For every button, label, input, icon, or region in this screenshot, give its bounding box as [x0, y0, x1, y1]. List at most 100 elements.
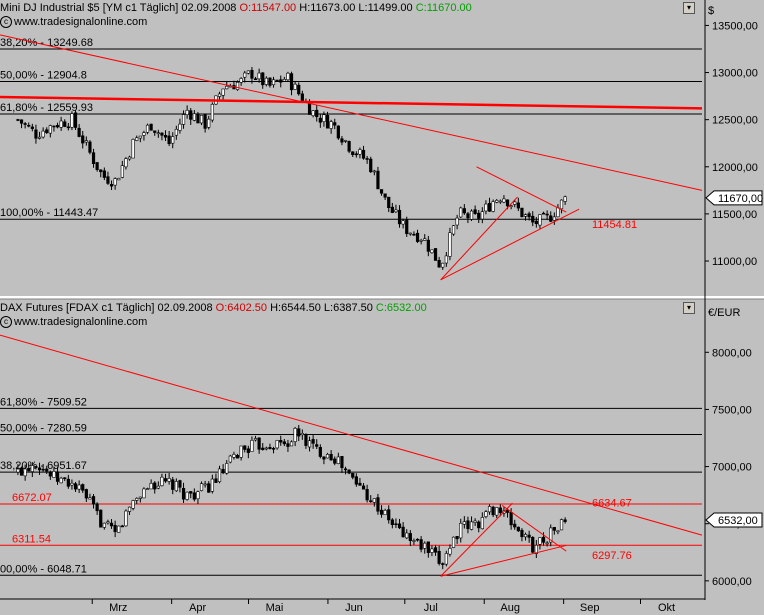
candle — [462, 208, 466, 214]
candle — [261, 447, 265, 450]
candle — [246, 70, 250, 74]
candle — [41, 468, 45, 471]
x-tick-label: Apr — [189, 602, 206, 614]
candle — [351, 472, 355, 478]
candle — [239, 445, 243, 458]
candle — [282, 441, 286, 445]
candle — [185, 109, 189, 116]
chart-header-dow: Mini DJ Industrial $5 [YM c1 Täglich] 02… — [0, 0, 472, 16]
last-price-marker — [705, 512, 763, 528]
y-tick-label: 11000,00 — [712, 256, 757, 268]
candle — [203, 114, 207, 129]
candle — [189, 491, 193, 494]
candle — [102, 522, 106, 528]
candle — [113, 525, 117, 533]
candle — [351, 151, 355, 155]
candle — [207, 483, 211, 493]
header-high: H:6544.50 — [270, 302, 321, 314]
trendline — [0, 34, 703, 191]
candle — [30, 465, 34, 472]
candle — [250, 69, 254, 79]
candle — [433, 248, 438, 261]
candle — [84, 489, 88, 499]
candle — [354, 153, 358, 156]
candle — [372, 170, 376, 173]
x-tick-label: Mai — [266, 602, 284, 614]
candle — [401, 220, 405, 225]
candle — [333, 122, 337, 126]
candle — [426, 239, 430, 252]
candle — [52, 471, 56, 478]
candle — [19, 119, 24, 124]
candle — [498, 200, 502, 203]
trendline — [0, 334, 703, 536]
candle — [207, 118, 211, 128]
candle — [91, 496, 96, 505]
candle — [333, 458, 337, 464]
candle — [160, 476, 164, 486]
candle — [358, 149, 362, 155]
watermark-dax: c www.tradesignalonline.com — [0, 316, 147, 329]
candle — [347, 469, 351, 474]
y-tick-label: 13000,00 — [712, 68, 758, 80]
candle — [552, 527, 556, 531]
pane-menu-icon[interactable]: ▾ — [683, 302, 695, 314]
candle — [426, 541, 430, 553]
candle — [531, 536, 535, 553]
candle — [160, 132, 164, 136]
candle — [487, 506, 492, 513]
candle — [419, 539, 423, 550]
candle — [99, 169, 103, 173]
candle — [383, 510, 387, 516]
candle — [462, 521, 466, 525]
candle — [379, 189, 384, 194]
fib-level-label: 6311.54 — [12, 533, 51, 545]
candle — [343, 468, 348, 471]
candle — [444, 255, 448, 264]
candle — [81, 135, 85, 144]
candle — [109, 184, 114, 187]
candle — [77, 484, 81, 490]
candle — [347, 141, 351, 152]
candle — [534, 220, 538, 225]
candle — [405, 532, 409, 539]
candle — [41, 130, 45, 138]
candle — [55, 125, 60, 128]
candle — [250, 440, 254, 452]
candle — [275, 79, 279, 82]
candle — [412, 233, 416, 236]
candle — [376, 497, 380, 512]
candle — [149, 123, 153, 131]
candle — [541, 536, 546, 543]
header-open: O:6402.50 — [215, 302, 268, 314]
candle — [480, 211, 484, 220]
price-annotation: 11454.81 — [592, 219, 637, 231]
pane-menu-icon[interactable]: ▾ — [683, 2, 695, 14]
x-tick-label: Okt — [658, 602, 675, 614]
candle — [448, 547, 452, 555]
candle — [289, 73, 294, 91]
candle — [138, 496, 142, 499]
candle — [196, 113, 200, 124]
candle — [340, 456, 344, 469]
candle — [174, 128, 178, 136]
candle — [444, 553, 448, 565]
candle — [379, 509, 384, 515]
candle — [66, 478, 70, 487]
candle — [329, 453, 333, 461]
candle — [27, 468, 31, 472]
candle — [423, 238, 427, 241]
candle — [73, 483, 78, 490]
instrument-name: DAX Futures [FDAX c1 Täglich] — [0, 302, 155, 314]
candle — [23, 123, 27, 125]
candle — [336, 456, 340, 464]
candle — [538, 537, 542, 545]
candle — [477, 212, 481, 219]
trendline — [440, 196, 518, 281]
price-annotation: 6634.67 — [592, 497, 632, 509]
candle — [376, 170, 380, 190]
candle — [340, 138, 344, 143]
candle — [394, 523, 398, 526]
candle — [66, 126, 70, 129]
candle — [315, 109, 319, 118]
